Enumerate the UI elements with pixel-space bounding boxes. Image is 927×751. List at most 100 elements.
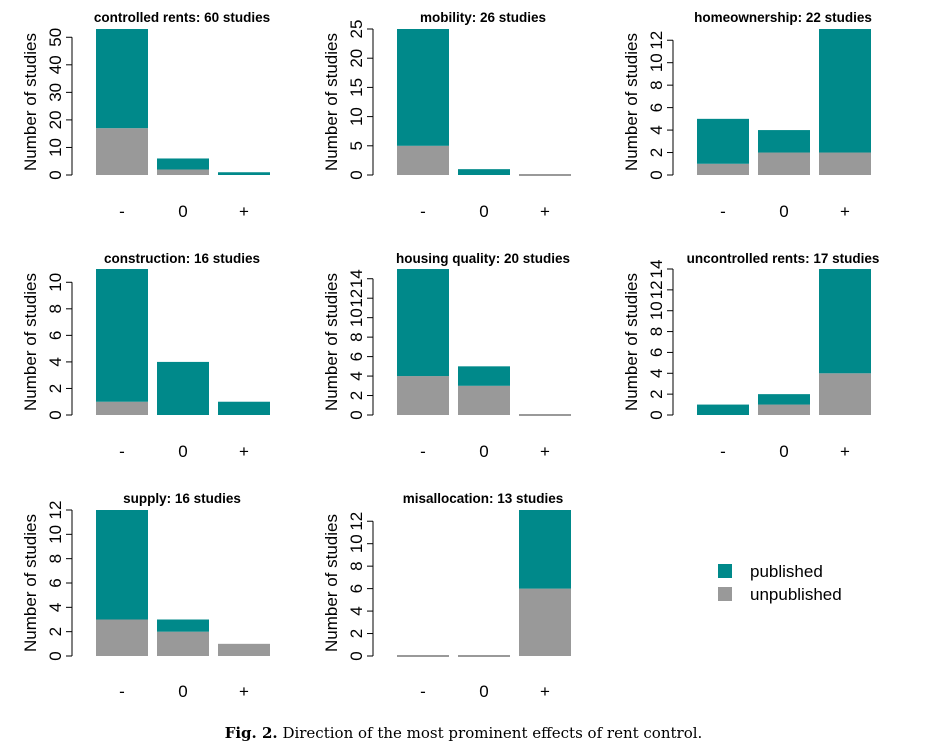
chart-construction-bar-published bbox=[96, 269, 148, 402]
chart-misallocation-y-tick-label: 6 bbox=[347, 584, 366, 593]
chart-controlled-rents-y-tick-label: 20 bbox=[46, 110, 65, 129]
chart-supply: supply: 16 studies 0 2 4 6 8 10 12 Number of stu… bbox=[21, 491, 270, 701]
chart-mobility-x-tick-label: - bbox=[420, 202, 426, 221]
chart-mobility: mobility: 26 studies 0 5 10 15 20 25 Number of … bbox=[322, 10, 571, 221]
chart-housing-quality-bar-published bbox=[397, 269, 449, 377]
chart-mobility-y-tick-label: 15 bbox=[347, 78, 366, 97]
chart-controlled-rents-x-tick-label: + bbox=[239, 202, 249, 221]
chart-construction-y-tick-label: 6 bbox=[46, 331, 65, 340]
chart-controlled-rents-y-tick-label: 0 bbox=[46, 170, 65, 179]
chart-uncontrolled-rents: uncontrolled rents: 17 studies 0 2 4 6 8 10 121… bbox=[622, 251, 879, 461]
chart-construction-bar-unpublished bbox=[96, 401, 148, 415]
chart-construction-x-tick-label: 0 bbox=[178, 442, 187, 461]
chart-construction-bar-published bbox=[218, 401, 270, 415]
chart-uncontrolled-rents-y-axis-label: Number of studies bbox=[622, 273, 641, 411]
chart-misallocation-y-tick-label: 8 bbox=[347, 561, 366, 570]
chart-mobility-y-tick-label: 0 bbox=[347, 170, 366, 179]
chart-supply-y-tick-label: 10 bbox=[46, 525, 65, 544]
chart-supply-x-tick-label: + bbox=[239, 682, 249, 701]
chart-homeownership-y-tick-label: 0 bbox=[647, 170, 666, 179]
chart-misallocation-y-tick-label: 0 bbox=[347, 651, 366, 660]
chart-housing-quality-bar-unpublished bbox=[397, 376, 449, 415]
legend-label-unpublished: unpublished bbox=[750, 585, 842, 604]
chart-controlled-rents-y-tick-label: 50 bbox=[46, 28, 65, 47]
chart-homeownership-y-tick-label: 8 bbox=[647, 80, 666, 89]
chart-construction: construction: 16 studies 0 2 4 6 8 10 Number of… bbox=[21, 251, 270, 461]
chart-supply-bar-published bbox=[157, 619, 209, 632]
chart-mobility-title: mobility: 26 studies bbox=[420, 10, 546, 25]
chart-misallocation-x-tick-label: + bbox=[540, 682, 550, 701]
chart-homeownership-y-tick-label: 10 bbox=[647, 53, 666, 72]
chart-construction-y-axis-label: Number of studies bbox=[21, 273, 40, 411]
chart-housing-quality-y-tick-label: 0 bbox=[347, 410, 366, 419]
chart-homeownership-y-tick-label: 4 bbox=[647, 125, 666, 134]
chart-uncontrolled-rents-y-tick-label: 2 bbox=[647, 389, 666, 398]
chart-uncontrolled-rents-bar-unpublished bbox=[758, 404, 810, 415]
chart-housing-quality-bar-published bbox=[458, 366, 510, 386]
chart-mobility-bar-published bbox=[458, 169, 510, 175]
chart-supply-x-tick-label: 0 bbox=[178, 682, 187, 701]
chart-mobility-y-tick-label: 10 bbox=[347, 107, 366, 126]
chart-controlled-rents-y-tick-label: 10 bbox=[46, 138, 65, 157]
chart-supply-y-tick-label: 12 bbox=[46, 501, 65, 520]
chart-controlled-rents-y-axis-label: Number of studies bbox=[21, 33, 40, 171]
chart-housing-quality-y-axis-label: Number of studies bbox=[322, 273, 341, 411]
chart-supply-bar-unpublished bbox=[157, 631, 209, 656]
chart-homeownership-bar-published bbox=[819, 29, 871, 153]
chart-homeownership-y-axis-label: Number of studies bbox=[622, 33, 641, 171]
chart-uncontrolled-rents-title: uncontrolled rents: 17 studies bbox=[687, 251, 880, 266]
chart-homeownership-x-tick-label: - bbox=[720, 202, 726, 221]
chart-uncontrolled-rents-x-tick-label: 0 bbox=[779, 442, 788, 461]
chart-homeownership-bar-published bbox=[697, 118, 749, 164]
chart-supply-bar-published bbox=[96, 510, 148, 620]
chart-mobility-y-axis-label: Number of studies bbox=[322, 33, 341, 171]
chart-housing-quality-x-tick-label: 0 bbox=[479, 442, 488, 461]
chart-uncontrolled-rents-y-tick-label: 6 bbox=[647, 348, 666, 357]
chart-homeownership-bar-unpublished bbox=[758, 152, 810, 175]
legend-swatch-unpublished bbox=[718, 587, 732, 601]
chart-supply-y-tick-label: 0 bbox=[46, 651, 65, 660]
chart-controlled-rents-y-tick-label: 40 bbox=[46, 55, 65, 74]
chart-housing-quality-y-tick-label: 14 bbox=[347, 269, 366, 288]
chart-homeownership-y-tick-label: 2 bbox=[647, 148, 666, 157]
chart-housing-quality-y-tick-label: 6 bbox=[347, 352, 366, 361]
chart-uncontrolled-rents-bar-published bbox=[697, 404, 749, 415]
chart-homeownership-x-tick-label: + bbox=[840, 202, 850, 221]
chart-mobility-bar-published bbox=[397, 29, 449, 146]
chart-supply-y-tick-label: 2 bbox=[46, 627, 65, 636]
chart-uncontrolled-rents-y-tick-label: 14 bbox=[647, 260, 666, 279]
chart-supply-y-tick-label: 8 bbox=[46, 554, 65, 563]
chart-homeownership-bar-unpublished bbox=[697, 163, 749, 175]
chart-homeownership-bar-published bbox=[758, 130, 810, 153]
chart-uncontrolled-rents-y-tick-label: 10 bbox=[647, 301, 666, 320]
caption-text: Direction of the most prominent effects … bbox=[282, 724, 703, 742]
chart-supply-bar-unpublished bbox=[218, 643, 270, 656]
chart-uncontrolled-rents-y-tick-label: 0 bbox=[647, 410, 666, 419]
chart-controlled-rents-bar-unpublished bbox=[157, 169, 209, 175]
chart-mobility-x-tick-label: 0 bbox=[479, 202, 488, 221]
chart-mobility-y-tick-label: 20 bbox=[347, 49, 366, 68]
chart-supply-x-tick-label: - bbox=[119, 682, 125, 701]
legend: published unpublished bbox=[718, 562, 842, 604]
chart-housing-quality-y-tick-label: 8 bbox=[347, 332, 366, 341]
chart-construction-x-tick-label: + bbox=[239, 442, 249, 461]
caption-label: Fig. 2. bbox=[224, 724, 278, 742]
chart-controlled-rents-bar-published bbox=[218, 172, 270, 175]
chart-mobility-y-tick-label: 5 bbox=[347, 141, 366, 150]
chart-misallocation-bar-unpublished bbox=[519, 588, 571, 656]
chart-housing-quality-x-tick-label: + bbox=[540, 442, 550, 461]
chart-construction-y-tick-label: 2 bbox=[46, 384, 65, 393]
chart-supply-y-tick-label: 6 bbox=[46, 578, 65, 587]
chart-misallocation: misallocation: 13 studies 0 2 4 6 8 10 12 Number… bbox=[322, 491, 571, 701]
chart-uncontrolled-rents-x-tick-label: + bbox=[840, 442, 850, 461]
chart-housing-quality-y-tick-label: 2 bbox=[347, 391, 366, 400]
chart-controlled-rents-bar-published bbox=[96, 29, 148, 129]
chart-misallocation-x-tick-label: 0 bbox=[479, 682, 488, 701]
chart-mobility-y-tick-label: 25 bbox=[347, 20, 366, 39]
chart-supply-title: supply: 16 studies bbox=[123, 491, 241, 506]
chart-controlled-rents-bar-published bbox=[157, 158, 209, 170]
chart-housing-quality-title: housing quality: 20 studies bbox=[396, 251, 570, 266]
chart-construction-title: construction: 16 studies bbox=[104, 251, 260, 266]
